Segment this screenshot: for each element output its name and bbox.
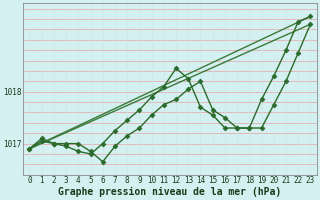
X-axis label: Graphe pression niveau de la mer (hPa): Graphe pression niveau de la mer (hPa): [58, 186, 282, 197]
